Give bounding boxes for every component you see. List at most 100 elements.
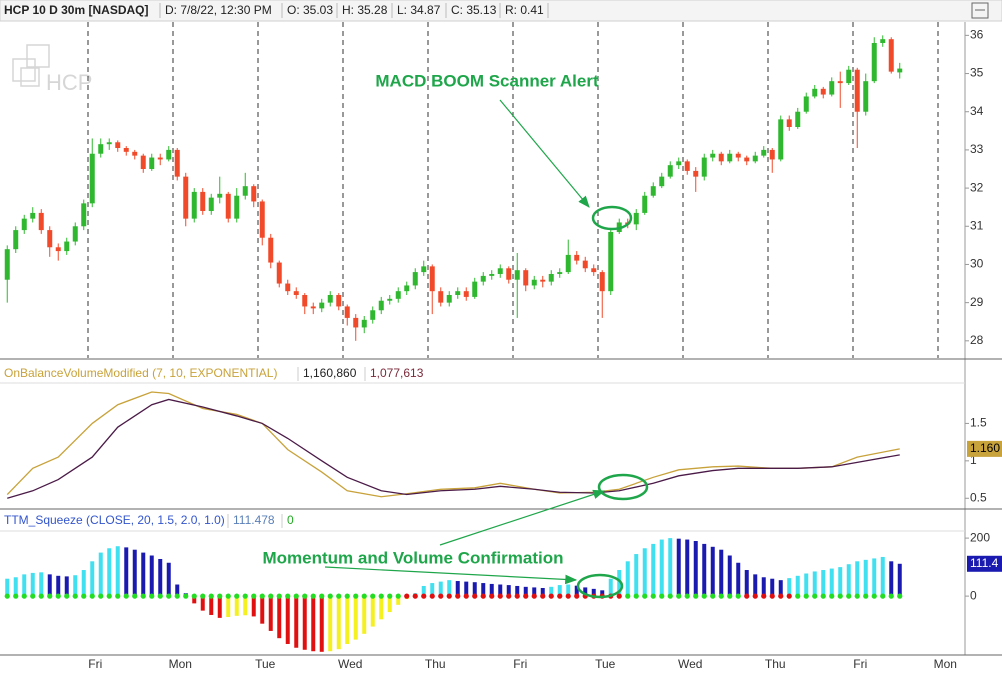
momentum-bar (889, 561, 894, 597)
squeeze-dot (361, 593, 367, 599)
momentum-bar (64, 576, 69, 597)
momentum-bar (829, 568, 834, 597)
squeeze-dot (888, 593, 894, 599)
y-tick-label: 1.5 (970, 416, 987, 430)
candle-body (429, 266, 435, 292)
candle-body (863, 81, 869, 112)
squeeze-dot (404, 593, 410, 599)
squeeze-dot (820, 593, 826, 599)
momentum-bar (617, 570, 622, 597)
squeeze-dot (149, 593, 155, 599)
candle-body (489, 274, 495, 276)
squeeze-dot (81, 593, 87, 599)
candle-body (820, 88, 826, 95)
squeeze-dot (642, 593, 648, 599)
annotation: MACD BOOM Scanner Alert (375, 71, 599, 90)
momentum-bar (506, 585, 511, 597)
candle-body (64, 241, 70, 252)
candle-body (701, 157, 707, 177)
squeeze-dot (387, 593, 393, 599)
momentum-bar (319, 596, 324, 652)
value-badge-label: 111.4 (970, 556, 999, 570)
candle-body (565, 254, 571, 273)
squeeze-dot (506, 593, 512, 599)
momentum-bar (812, 571, 817, 597)
candle-body (667, 165, 673, 177)
squeeze-dot (72, 593, 78, 599)
squeeze-dot (47, 593, 53, 599)
candle-body (650, 186, 656, 196)
open: O: 35.03 (287, 3, 333, 17)
candle-body (812, 88, 818, 97)
candle-body (803, 96, 809, 112)
candle-body (752, 155, 758, 162)
squeeze-dot (429, 593, 435, 599)
y-tick-label: 31 (970, 218, 984, 232)
candle-body (370, 310, 376, 320)
candle-body (327, 295, 333, 303)
candle-body (319, 302, 325, 309)
momentum-bar (175, 584, 180, 597)
candle-body (344, 306, 350, 318)
squeeze-dot (463, 593, 469, 599)
squeeze-dot (497, 593, 503, 599)
squeeze-dot (880, 593, 886, 599)
settings-icon[interactable] (971, 2, 989, 19)
readout: 111.478 (233, 513, 275, 527)
squeeze-dot (310, 593, 316, 599)
squeeze-dot (174, 593, 180, 599)
candle-body (523, 270, 529, 286)
annotations (324, 99, 649, 599)
squeeze-dot (531, 593, 537, 599)
candle-body (659, 176, 665, 187)
squeeze-dot (336, 593, 342, 599)
candle-body (395, 291, 401, 299)
squeeze-dot (225, 593, 231, 599)
candle-body (157, 157, 163, 160)
momentum-bar (523, 586, 528, 597)
momentum-bar (243, 596, 248, 616)
squeeze-dot (846, 593, 852, 599)
candle-body (251, 186, 257, 202)
candle-body (412, 272, 418, 286)
candle-body (608, 232, 614, 292)
momentum-bar (260, 596, 265, 624)
momentum-bar (489, 583, 494, 597)
candle-body (557, 272, 563, 274)
momentum-bar (149, 555, 154, 597)
candle-body (642, 195, 648, 213)
symbol: HCP 10 D 30m [NASDAQ] (4, 3, 148, 17)
momentum-bar (158, 558, 163, 597)
momentum-bar (863, 559, 868, 597)
momentum-bar (770, 578, 775, 597)
momentum-bar (345, 596, 350, 644)
momentum-bar (787, 578, 792, 597)
candle-body (4, 249, 10, 280)
candle-body (871, 43, 877, 82)
y-tick-label: 29 (970, 295, 984, 309)
squeeze-dot (727, 593, 733, 599)
candle-body (140, 155, 146, 169)
candle-body (897, 68, 903, 73)
squeeze-dot (489, 593, 495, 599)
x-tick-label: Thu (765, 657, 786, 671)
date: D: 7/8/22, 12:30 PM (165, 3, 272, 17)
x-tick-label: Fri (853, 657, 867, 671)
squeeze-dot (633, 593, 639, 599)
panel-title: OnBalanceVolumeModified (7, 10, EXPONENT… (4, 366, 277, 380)
momentum-bar (132, 549, 137, 597)
candle-body (378, 300, 384, 311)
momentum-bar (47, 574, 52, 597)
momentum-bar (141, 552, 146, 597)
momentum-bar (753, 574, 758, 597)
squeeze-dot (378, 593, 384, 599)
candle-body (132, 151, 138, 156)
squeeze-dot (251, 593, 257, 599)
squeeze-dot (795, 593, 801, 599)
candle-body (174, 149, 180, 177)
candle-body (888, 39, 894, 72)
squeeze-dot (455, 593, 461, 599)
squeeze-dot (854, 593, 860, 599)
squeeze-dot (200, 593, 206, 599)
